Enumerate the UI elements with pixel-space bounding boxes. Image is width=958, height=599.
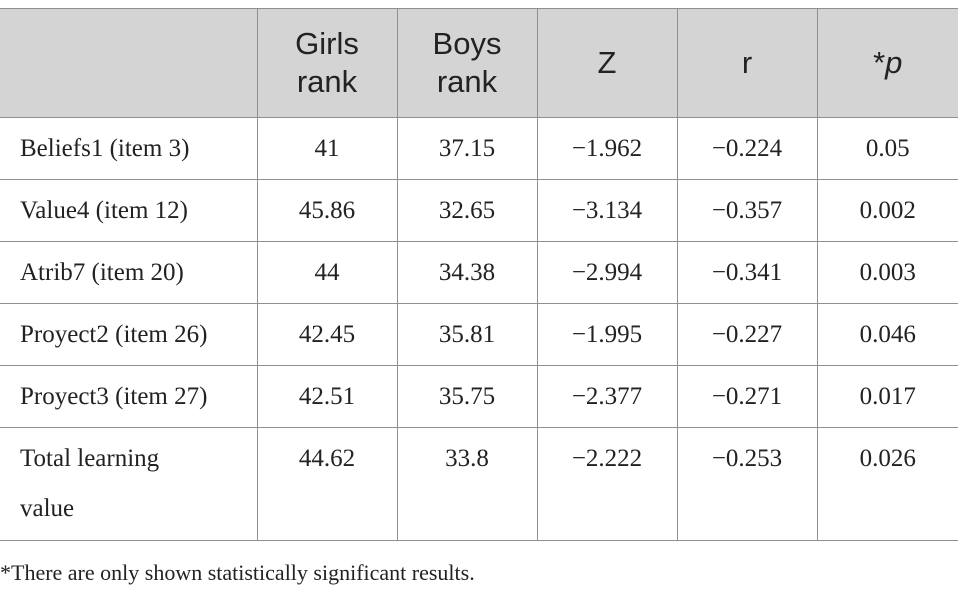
table-row: Total learning value 44.62 33.8 −2.222 −… bbox=[0, 427, 958, 541]
row-label: Proyect3 (item 27) bbox=[0, 365, 257, 428]
z-cell: −2.994 bbox=[536, 241, 677, 304]
table-footnote: *There are only shown statistically sign… bbox=[0, 560, 475, 585]
p-cell: 0.003 bbox=[816, 241, 958, 304]
table-row: Beliefs1 (item 3) 41 37.15 −1.962 −0.224… bbox=[0, 117, 958, 180]
results-table: Girls rank Boys rank Z r *p Beliefs1 (it… bbox=[0, 8, 958, 541]
r-cell: −0.357 bbox=[676, 179, 817, 242]
z-cell: −2.377 bbox=[536, 365, 677, 428]
p-text: 0.026 bbox=[859, 445, 916, 472]
row-label: Value4 (item 12) bbox=[0, 179, 257, 242]
table-row: Proyect2 (item 26) 42.45 35.81 −1.995 −0… bbox=[0, 303, 958, 366]
boys-rank-cell: 34.38 bbox=[396, 241, 537, 304]
boys-rank-cell: 35.75 bbox=[396, 365, 537, 428]
girls-rank-text: 44.62 bbox=[298, 445, 356, 472]
p-cell: 0.026 bbox=[816, 427, 958, 541]
boys-rank-cell: 37.15 bbox=[396, 117, 537, 180]
r-cell: −0.253 bbox=[676, 427, 817, 541]
header-cell-z: Z bbox=[536, 8, 677, 118]
girls-rank-cell: 42.51 bbox=[256, 365, 397, 428]
girls-rank-cell: 44.62 bbox=[256, 427, 397, 541]
r-text: −0.253 bbox=[711, 445, 783, 472]
header-p-letter: p bbox=[885, 45, 903, 80]
boys-rank-text: 33.8 bbox=[445, 445, 489, 472]
table-row: Value4 (item 12) 45.86 32.65 −3.134 −0.3… bbox=[0, 179, 958, 242]
header-cell-boys-rank: Boys rank bbox=[396, 8, 537, 118]
boys-rank-cell: 33.8 bbox=[396, 427, 537, 541]
table-row: Proyect3 (item 27) 42.51 35.75 −2.377 −0… bbox=[0, 365, 958, 428]
p-cell: 0.05 bbox=[816, 117, 958, 180]
z-cell: −1.962 bbox=[536, 117, 677, 180]
p-cell: 0.002 bbox=[816, 179, 958, 242]
z-cell: −2.222 bbox=[536, 427, 677, 541]
girls-rank-cell: 42.45 bbox=[256, 303, 397, 366]
r-cell: −0.224 bbox=[676, 117, 817, 180]
header-cell-label bbox=[0, 8, 257, 118]
table-row: Atrib7 (item 20) 44 34.38 −2.994 −0.341 … bbox=[0, 241, 958, 304]
boys-rank-cell: 35.81 bbox=[396, 303, 537, 366]
p-cell: 0.046 bbox=[816, 303, 958, 366]
z-text: −2.222 bbox=[571, 445, 643, 472]
row-label: Proyect2 (item 26) bbox=[0, 303, 257, 366]
header-row: Girls rank Boys rank Z r *p bbox=[0, 8, 958, 118]
row-label: Beliefs1 (item 3) bbox=[0, 117, 257, 180]
girls-rank-cell: 44 bbox=[256, 241, 397, 304]
header-cell-p: *p bbox=[816, 8, 958, 118]
header-cell-girls-rank: Girls rank bbox=[256, 8, 397, 118]
p-cell: 0.017 bbox=[816, 365, 958, 428]
girls-rank-cell: 41 bbox=[256, 117, 397, 180]
row-label: Atrib7 (item 20) bbox=[0, 241, 257, 304]
row-label-text: Total learning value bbox=[20, 445, 160, 522]
girls-rank-cell: 45.86 bbox=[256, 179, 397, 242]
header-cell-r: r bbox=[676, 8, 817, 118]
z-cell: −3.134 bbox=[536, 179, 677, 242]
z-cell: −1.995 bbox=[536, 303, 677, 366]
r-cell: −0.227 bbox=[676, 303, 817, 366]
r-cell: −0.341 bbox=[676, 241, 817, 304]
r-cell: −0.271 bbox=[676, 365, 817, 428]
row-label: Total learning value bbox=[0, 427, 257, 541]
boys-rank-cell: 32.65 bbox=[396, 179, 537, 242]
header-p-asterisk: * bbox=[873, 45, 886, 80]
